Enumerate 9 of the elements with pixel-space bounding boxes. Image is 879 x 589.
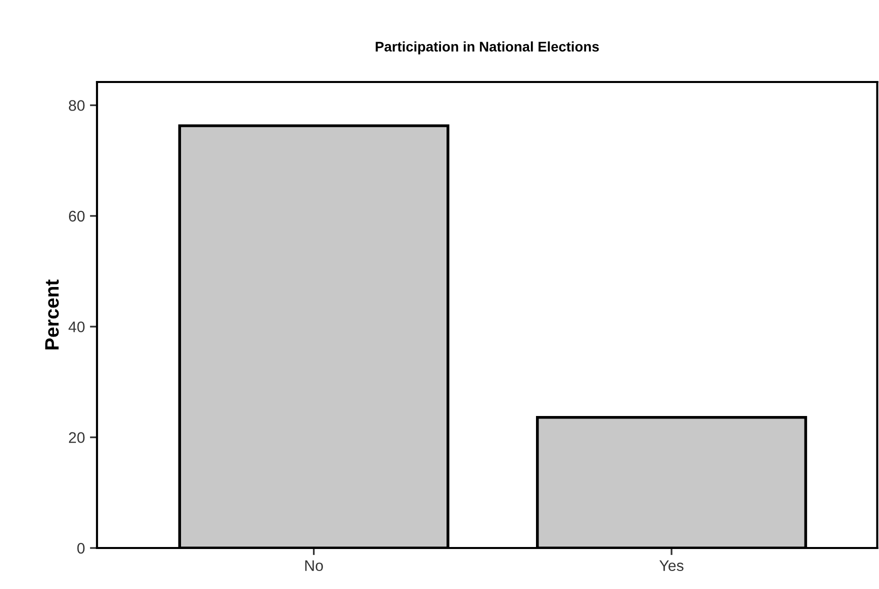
y-tick-label: 40	[68, 321, 85, 332]
x-tick-label: Yes	[659, 560, 684, 572]
y-axis-title: Percent	[45, 280, 59, 350]
y-tick-label: 20	[68, 432, 85, 443]
y-tick-label: 0	[77, 542, 85, 554]
y-tick-label: 60	[68, 210, 85, 222]
x-tick-label: No	[305, 560, 323, 572]
y-tick-label: 80	[68, 100, 85, 111]
chart-title: Participation in National Elections	[376, 41, 599, 54]
